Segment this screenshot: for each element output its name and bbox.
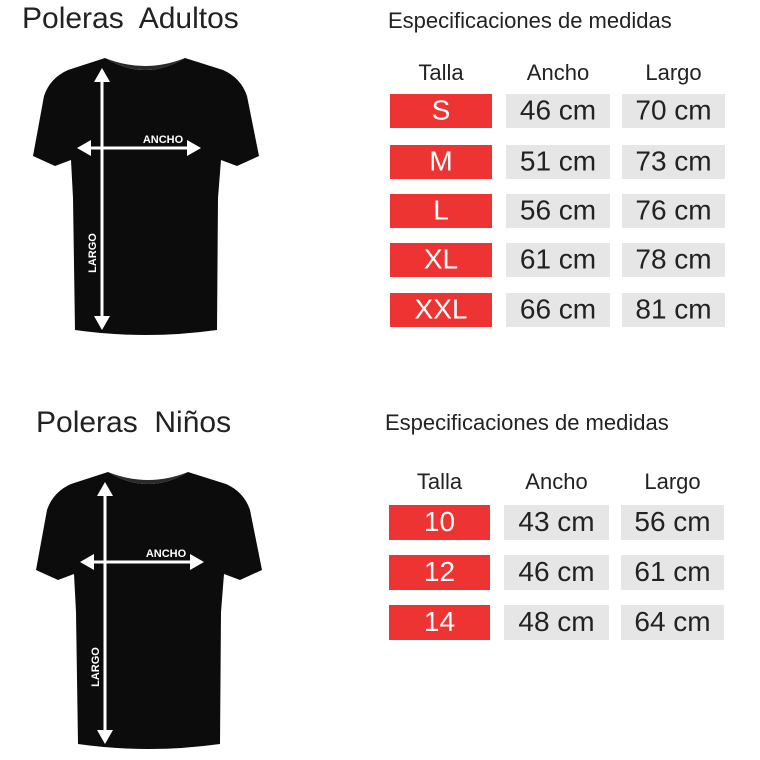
size-cell <box>390 94 492 128</box>
size-cell <box>389 605 490 640</box>
measure-value: 76 cm <box>635 194 711 225</box>
collar <box>105 58 185 70</box>
size-label: L <box>433 194 449 225</box>
size-cell <box>390 145 492 179</box>
measure-value: 48 cm <box>518 606 594 637</box>
size-label: XL <box>424 243 458 274</box>
size-cell <box>390 293 492 327</box>
measure-value: 43 cm <box>518 506 594 537</box>
measure-value: 78 cm <box>635 243 711 274</box>
measure-value: 61 cm <box>520 243 596 274</box>
size-label: 10 <box>424 506 455 537</box>
measure-value: 64 cm <box>634 606 710 637</box>
shirt-illustration: ANCHO LARGO <box>33 58 259 335</box>
measure-cell <box>506 194 610 228</box>
measure-cell <box>506 243 610 277</box>
measure-cell <box>621 605 724 640</box>
size-cell <box>390 194 492 228</box>
measure-cell <box>622 243 725 277</box>
size-label: S <box>432 94 451 125</box>
table-title: Especificaciones de medidas <box>385 410 669 435</box>
size-label: 12 <box>424 556 455 587</box>
width-label: ANCHO <box>146 548 187 560</box>
width-label: ANCHO <box>143 134 184 146</box>
collar <box>108 472 188 484</box>
column-header: Ancho <box>525 469 587 494</box>
column-header: Largo <box>645 60 701 85</box>
measure-value: 56 cm <box>634 506 710 537</box>
column-header: Talla <box>417 469 463 494</box>
measure-value: 81 cm <box>635 293 711 324</box>
column-header: Talla <box>418 60 464 85</box>
measure-cell <box>506 293 610 327</box>
table-title: Especificaciones de medidas <box>388 8 672 33</box>
measure-cell <box>504 555 609 590</box>
measure-value: 66 cm <box>520 293 596 324</box>
size-cell <box>389 505 490 540</box>
size-label: M <box>429 145 452 176</box>
measure-cell <box>622 145 725 179</box>
measure-cell <box>504 505 609 540</box>
shirt <box>36 472 262 749</box>
measure-value: 51 cm <box>520 145 596 176</box>
measure-cell <box>506 94 610 128</box>
size-label: 14 <box>424 606 455 637</box>
size-label: XXL <box>415 293 468 324</box>
measure-value: 73 cm <box>635 145 711 176</box>
shirt <box>33 58 259 335</box>
section-title: Poleras Niños <box>36 406 231 439</box>
measure-value: 46 cm <box>520 94 596 125</box>
measure-cell <box>621 555 724 590</box>
section-title: Poleras Adultos <box>22 2 239 35</box>
measure-value: 61 cm <box>634 556 710 587</box>
size-cell <box>390 243 492 277</box>
column-header: Largo <box>644 469 700 494</box>
measure-cell <box>506 145 610 179</box>
measure-value: 46 cm <box>518 556 594 587</box>
shirt-illustration: ANCHO LARGO <box>36 472 262 749</box>
measure-cell <box>622 293 725 327</box>
measure-value: 70 cm <box>635 94 711 125</box>
column-header: Ancho <box>527 60 589 85</box>
arrow-head <box>80 554 204 570</box>
measure-cell <box>504 605 609 640</box>
measure-cell <box>622 94 725 128</box>
length-label: LARGO <box>90 647 102 687</box>
arrow-head <box>77 140 201 156</box>
measure-cell <box>621 505 724 540</box>
measure-value: 56 cm <box>520 194 596 225</box>
measure-cell <box>622 194 725 228</box>
size-cell <box>389 555 490 590</box>
length-label: LARGO <box>87 233 99 273</box>
